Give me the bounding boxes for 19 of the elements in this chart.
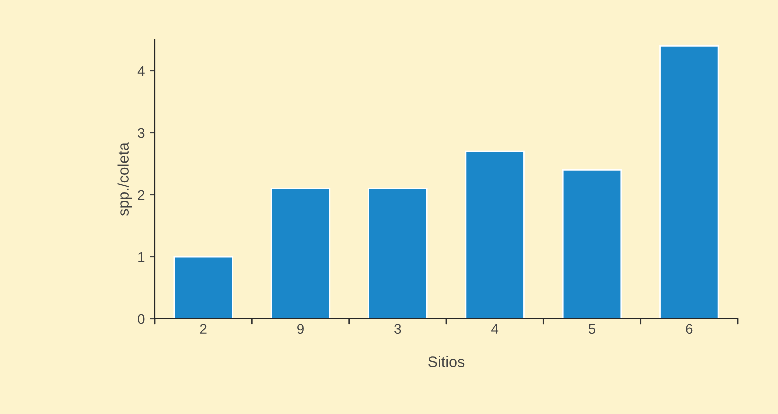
bar xyxy=(270,188,331,319)
y-tick-label: 0 xyxy=(138,314,145,324)
x-tick-label: 4 xyxy=(492,324,499,334)
x-tick-label: 6 xyxy=(686,324,693,334)
y-tick-label: 4 xyxy=(138,66,145,76)
y-axis-title: spp./coleta xyxy=(118,142,132,216)
x-tick-label: 5 xyxy=(588,324,596,334)
y-tick-label: 1 xyxy=(138,252,145,262)
bar xyxy=(368,188,428,319)
bar xyxy=(174,256,234,319)
y-tick-label: 2 xyxy=(138,190,145,200)
bar xyxy=(562,170,622,319)
y-tick-label: 3 xyxy=(138,128,145,138)
x-tick-label: 2 xyxy=(200,324,207,334)
bar xyxy=(660,46,720,319)
x-axis-title: Sitios xyxy=(428,356,465,368)
x-tick-label: 9 xyxy=(298,324,304,334)
x-tick-label: 3 xyxy=(394,324,402,334)
bar xyxy=(465,150,525,319)
